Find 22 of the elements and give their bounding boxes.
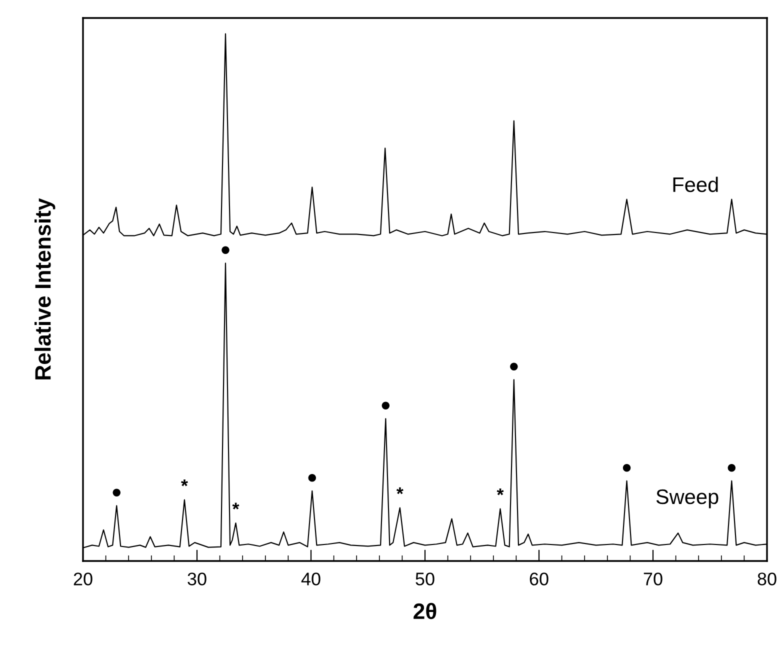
x-tick-label: 40 <box>301 572 320 586</box>
annotation: ● <box>382 402 390 410</box>
annotation: * <box>232 502 240 510</box>
annotation: ● <box>622 464 631 472</box>
annotation: * <box>496 488 504 496</box>
series-label: Feed <box>673 176 718 192</box>
x-tick-label: 70 <box>644 572 662 586</box>
annotation: ● <box>112 488 121 497</box>
annotation: ● <box>728 464 736 472</box>
x-tick-label: 80 <box>758 572 776 586</box>
x-tick-label: 50 <box>416 572 434 586</box>
series-label: Sweep <box>656 489 718 508</box>
x-tick-label: 20 <box>74 572 92 586</box>
x-tick-label: 30 <box>188 572 206 586</box>
annotation: ● <box>308 474 316 482</box>
annotation: ● <box>510 362 518 371</box>
x-tick-label: 60 <box>530 572 548 586</box>
annotation: * <box>181 480 188 486</box>
y-axis-title: Relative Intensity <box>34 198 56 380</box>
annotation: ● <box>222 246 230 254</box>
x-axis-title: 2θ <box>414 602 436 620</box>
annotation: * <box>396 487 404 494</box>
